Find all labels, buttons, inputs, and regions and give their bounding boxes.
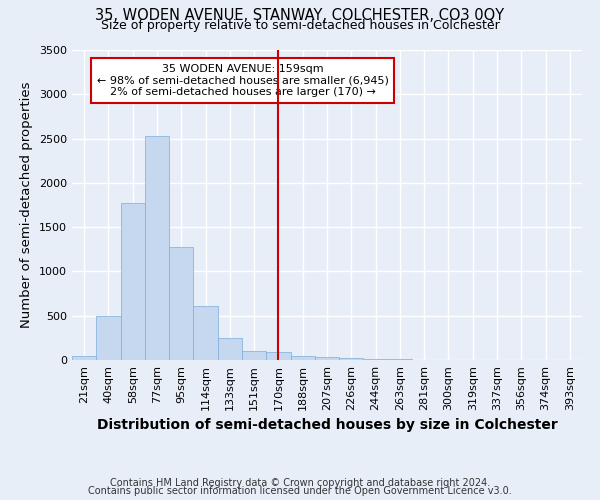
X-axis label: Distribution of semi-detached houses by size in Colchester: Distribution of semi-detached houses by …: [97, 418, 557, 432]
Text: Contains public sector information licensed under the Open Government Licence v3: Contains public sector information licen…: [88, 486, 512, 496]
Y-axis label: Number of semi-detached properties: Number of semi-detached properties: [20, 82, 34, 328]
Text: Size of property relative to semi-detached houses in Colchester: Size of property relative to semi-detach…: [101, 19, 499, 32]
Text: Contains HM Land Registry data © Crown copyright and database right 2024.: Contains HM Land Registry data © Crown c…: [110, 478, 490, 488]
Bar: [339, 358, 364, 360]
Bar: [242, 351, 266, 360]
Bar: [218, 338, 242, 360]
Bar: [315, 358, 339, 360]
Bar: [290, 356, 315, 360]
Bar: [266, 352, 290, 360]
Text: 35 WODEN AVENUE: 159sqm
← 98% of semi-detached houses are smaller (6,945)
2% of : 35 WODEN AVENUE: 159sqm ← 98% of semi-de…: [97, 64, 389, 97]
Bar: [364, 358, 388, 360]
Bar: [145, 136, 169, 360]
Bar: [388, 359, 412, 360]
Bar: [121, 203, 145, 360]
Bar: [169, 246, 193, 360]
Bar: [96, 316, 121, 360]
Text: 35, WODEN AVENUE, STANWAY, COLCHESTER, CO3 0QY: 35, WODEN AVENUE, STANWAY, COLCHESTER, C…: [95, 8, 505, 22]
Bar: [72, 356, 96, 360]
Bar: [193, 306, 218, 360]
